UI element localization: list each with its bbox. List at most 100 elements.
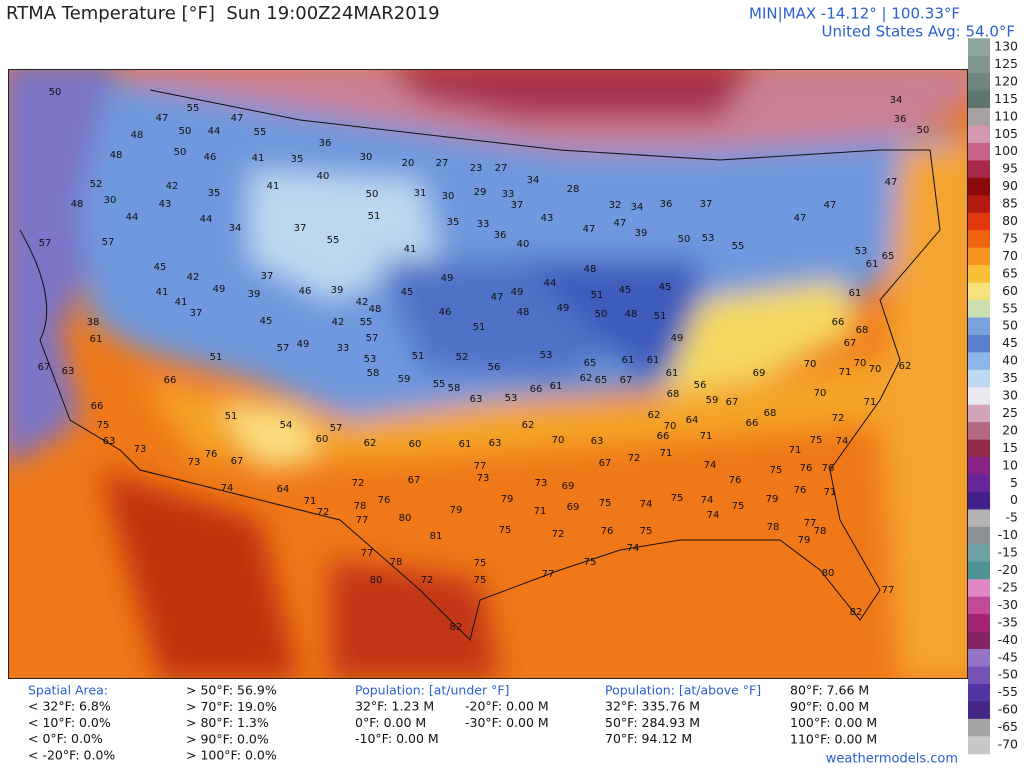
station-label: 48 xyxy=(584,264,597,275)
station-label: 75 xyxy=(474,575,487,586)
station-label: 35 xyxy=(447,217,460,228)
station-label: 77 xyxy=(804,518,817,529)
station-label: 69 xyxy=(753,368,766,379)
station-label: 66 xyxy=(530,384,543,395)
colorbar-label: 10 xyxy=(1002,457,1018,472)
spatial-below: < 0°F: 0.0% xyxy=(28,731,103,746)
station-label: 45 xyxy=(260,316,273,327)
station-label: 70 xyxy=(552,435,565,446)
station-labels: 50 55 47 50 44 47 55 48 50 48 46 41 35 36 30 20 27 23 27 34… xyxy=(38,87,930,633)
station-label: 71 xyxy=(304,496,317,507)
station-label: 45 xyxy=(619,285,632,296)
colorbar-swatch xyxy=(968,195,990,214)
station-label: 74 xyxy=(627,543,640,554)
station-label: 51 xyxy=(654,311,667,322)
station-label: 67 xyxy=(620,375,633,386)
station-label: 29 xyxy=(474,187,487,198)
population-under: -20°F: 0.00 M xyxy=(465,699,549,714)
station-label: 67 xyxy=(726,397,739,408)
station-label: 71 xyxy=(789,445,802,456)
station-label: 36 xyxy=(319,138,332,149)
colorbar-swatch xyxy=(968,90,990,109)
colorbar-label: 50 xyxy=(1002,318,1018,333)
station-label: 55 xyxy=(327,235,340,246)
station-label: 71 xyxy=(839,367,852,378)
station-label: 77 xyxy=(356,515,369,526)
station-label: 72 xyxy=(421,575,434,586)
station-label: 63 xyxy=(103,436,116,447)
station-label: 62 xyxy=(522,420,535,431)
station-label: 37 xyxy=(511,200,524,211)
station-label: 34 xyxy=(527,175,540,186)
station-label: 35 xyxy=(208,188,221,199)
station-label: 50 xyxy=(179,126,192,137)
colorbar-label: 70 xyxy=(1002,248,1018,263)
spatial-above: > 70°F: 19.0% xyxy=(186,699,277,714)
station-label: 77 xyxy=(474,461,487,472)
station-label: 23 xyxy=(470,163,483,174)
station-label: 63 xyxy=(62,366,75,377)
temperature-field xyxy=(9,70,967,678)
station-label: 45 xyxy=(154,262,167,273)
station-label: 75 xyxy=(499,525,512,536)
station-label: 74 xyxy=(704,460,717,471)
colorbar-swatch xyxy=(968,561,990,580)
station-label: 53 xyxy=(505,393,518,404)
colorbar-swatch xyxy=(968,526,990,545)
population-above: 70°F: 94.12 M xyxy=(605,731,692,746)
spatial-above: > 80°F: 1.3% xyxy=(186,715,269,730)
colorbar-label: -15 xyxy=(998,545,1018,560)
site-link[interactable]: weathermodels.com xyxy=(826,752,958,767)
station-label: 60 xyxy=(316,434,329,445)
station-label: 75 xyxy=(810,435,823,446)
colorbar-swatch xyxy=(968,718,990,737)
station-label: 78 xyxy=(767,522,780,533)
colorbar-swatch xyxy=(968,300,990,318)
colorbar-swatch xyxy=(968,108,990,127)
station-label: 64 xyxy=(686,415,699,426)
station-label: 36 xyxy=(494,230,507,241)
station-label: 72 xyxy=(832,413,845,424)
station-label: 55 xyxy=(187,103,200,114)
station-label: 51 xyxy=(368,211,381,222)
station-label: 50 xyxy=(174,147,187,158)
station-label: 39 xyxy=(331,285,344,296)
station-label: 75 xyxy=(474,558,487,569)
colorbar-swatch xyxy=(968,701,990,720)
colorbar-label: 15 xyxy=(1002,440,1018,455)
station-label: 47 xyxy=(583,224,596,235)
station-label: 47 xyxy=(614,218,627,229)
colorbar-label: 60 xyxy=(1002,283,1018,298)
colorbar-swatch xyxy=(968,457,990,476)
station-label: 51 xyxy=(225,411,238,422)
colorbar-swatch xyxy=(968,160,990,179)
population-under: 0°F: 0.00 M xyxy=(355,715,426,730)
colorbar-label: 5 xyxy=(1010,475,1018,490)
station-label: 50 xyxy=(917,125,930,136)
station-label: 34 xyxy=(229,223,242,234)
station-label: 37 xyxy=(294,223,307,234)
station-label: 62 xyxy=(580,373,593,384)
station-label: 44 xyxy=(126,212,139,223)
station-label: 39 xyxy=(635,228,648,239)
population-under: 32°F: 1.23 M xyxy=(355,699,434,714)
colorbar-swatch xyxy=(968,649,990,667)
station-label: 71 xyxy=(660,448,673,459)
colorbar-swatch xyxy=(968,387,990,406)
station-label: 77 xyxy=(361,548,374,559)
station-label: 51 xyxy=(412,351,425,362)
colorbar-swatch xyxy=(968,439,990,458)
station-label: 59 xyxy=(706,395,719,406)
station-label: 63 xyxy=(470,394,483,405)
station-label: 39 xyxy=(248,289,261,300)
station-label: 20 xyxy=(402,158,415,169)
station-label: 41 xyxy=(404,244,417,255)
station-label: 49 xyxy=(557,303,570,314)
station-label: 27 xyxy=(495,163,508,174)
station-label: 58 xyxy=(448,383,461,394)
station-label: 82 xyxy=(450,622,463,633)
station-label: 52 xyxy=(456,352,469,363)
station-label: 45 xyxy=(401,287,414,298)
station-label: 72 xyxy=(352,478,365,489)
station-label: 33 xyxy=(502,189,515,200)
